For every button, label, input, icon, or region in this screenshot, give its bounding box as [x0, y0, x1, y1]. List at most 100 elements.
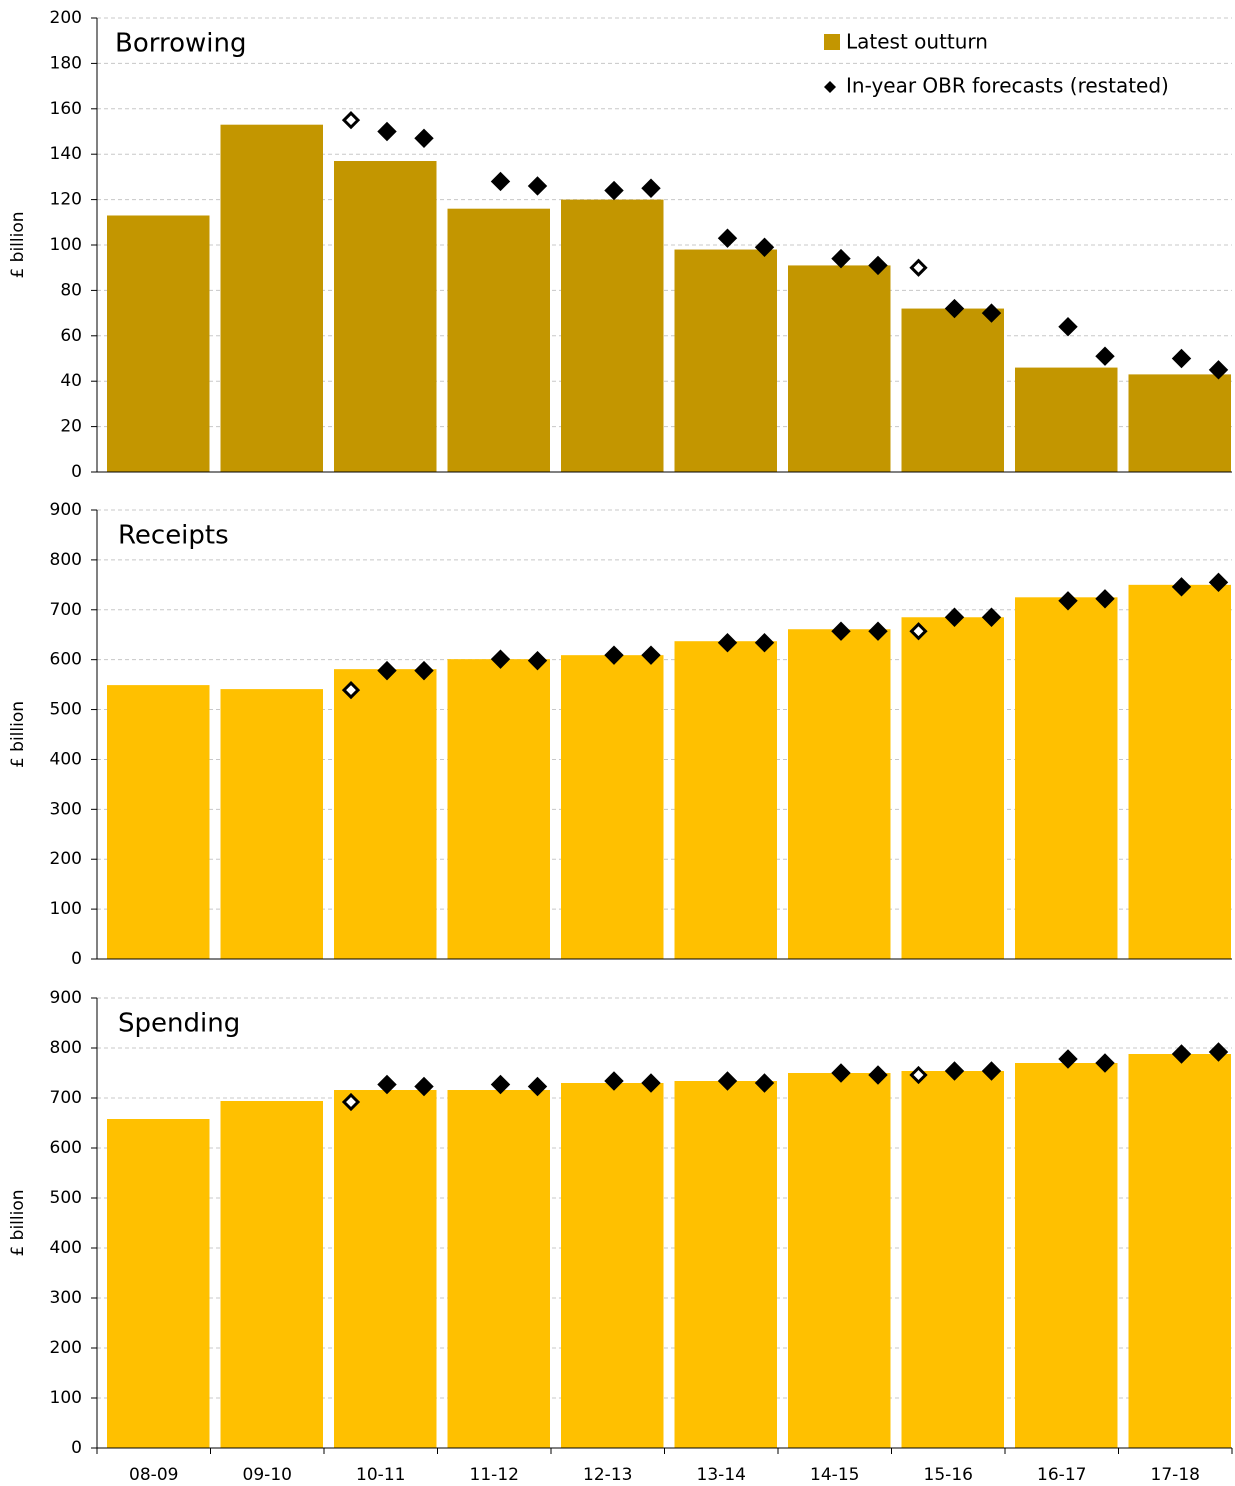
y-tick-label: 160: [50, 99, 82, 119]
bar: [901, 308, 1004, 472]
forecast-marker: [641, 1073, 661, 1093]
forecast-marker: [944, 298, 965, 319]
y-tick-label: 0: [71, 1438, 82, 1458]
x-tick-label: 11-12: [470, 1465, 519, 1485]
forecast-marker: [527, 1076, 548, 1097]
bar: [447, 659, 550, 959]
bar: [1015, 597, 1118, 959]
bar: [788, 1073, 891, 1448]
forecast-marker: [527, 176, 548, 196]
bar: [674, 249, 777, 472]
y-tick-label: 800: [50, 550, 82, 570]
bar: [1128, 1054, 1231, 1448]
y-tick-label: 400: [50, 1238, 82, 1258]
x-tick-label: 08-09: [129, 1465, 178, 1485]
forecast-marker: [490, 171, 511, 192]
panel-title: Receipts: [118, 521, 229, 551]
y-tick-label: 200: [50, 8, 82, 28]
forecast-marker: [754, 632, 775, 653]
y-tick-label: 0: [71, 949, 82, 969]
forecast-marker: [604, 1071, 624, 1091]
forecast-marker: [717, 228, 738, 248]
y-axis-label: £ billion: [8, 211, 28, 278]
y-tick-label: 700: [50, 600, 82, 620]
forecast-marker: [1208, 360, 1229, 380]
y-tick-label: 300: [50, 799, 82, 819]
x-tick-label: 16-17: [1037, 1465, 1086, 1485]
bar: [334, 161, 437, 472]
forecast-marker: [831, 621, 851, 641]
y-tick-label: 900: [50, 988, 82, 1008]
y-axis-label: £ billion: [8, 1189, 28, 1256]
x-tick-label: 15-16: [924, 1465, 973, 1485]
bar: [788, 629, 891, 959]
panel-title: Borrowing: [115, 29, 246, 59]
forecast-marker: [414, 128, 434, 149]
bar: [561, 1083, 664, 1448]
bar: [1128, 584, 1231, 959]
forecast-marker-open: [909, 1065, 928, 1085]
forecast-marker: [717, 1071, 738, 1091]
legend-label: Latest outturn: [846, 30, 988, 54]
forecast-marker: [868, 621, 888, 641]
bar: [334, 1090, 437, 1448]
bar: [220, 689, 323, 959]
forecast-marker: [831, 248, 851, 269]
bar: [107, 1119, 210, 1448]
forecast-marker: [944, 607, 965, 627]
bar: [107, 215, 210, 473]
forecast-marker: [717, 632, 738, 653]
forecast-marker: [868, 1065, 888, 1085]
forecast-marker: [1208, 572, 1229, 593]
y-tick-label: 80: [60, 280, 82, 300]
forecast-marker: [1095, 1053, 1115, 1073]
forecast-marker-open: [909, 258, 928, 277]
forecast-marker: [1171, 1044, 1192, 1064]
forecast-marker-open: [341, 111, 361, 130]
y-tick-label: 20: [60, 417, 82, 437]
forecast-marker: [377, 1074, 397, 1095]
x-tick-label: 12-13: [583, 1465, 632, 1485]
bar: [334, 669, 437, 959]
y-tick-label: 200: [50, 1338, 82, 1358]
x-tick-label: 17-18: [1151, 1465, 1200, 1485]
forecast-marker: [981, 607, 1002, 627]
y-tick-label: 800: [50, 1038, 82, 1058]
bar: [561, 655, 664, 959]
y-tick-label: 180: [50, 53, 82, 73]
forecast-marker: [1095, 589, 1115, 609]
x-tick-label: 10-11: [356, 1465, 405, 1485]
forecast-marker: [604, 645, 624, 665]
forecast-marker: [641, 178, 661, 198]
y-tick-label: 40: [60, 371, 82, 391]
y-tick-label: 140: [50, 144, 82, 164]
y-tick-label: 900: [50, 500, 82, 520]
forecast-marker: [754, 1073, 775, 1093]
bar: [1015, 367, 1118, 472]
y-tick-label: 200: [50, 849, 82, 869]
bar: [674, 1081, 777, 1448]
forecast-marker: [1058, 1049, 1078, 1069]
bar: [901, 617, 1004, 959]
forecast-marker: [414, 1076, 434, 1097]
x-tick-label: 13-14: [697, 1465, 746, 1485]
y-tick-label: 0: [71, 462, 82, 482]
bar: [1128, 374, 1231, 472]
forecast-marker: [868, 255, 888, 276]
forecast-marker: [527, 650, 548, 671]
forecast-marker: [1058, 317, 1078, 337]
x-tick-label: 09-10: [243, 1465, 292, 1485]
legend-label: In-year OBR forecasts (restated): [846, 74, 1169, 98]
bar: [561, 199, 664, 472]
y-axis-label: £ billion: [8, 701, 28, 768]
forecast-marker: [754, 237, 775, 257]
forecast-marker: [1058, 591, 1078, 611]
forecast-marker: [604, 180, 624, 201]
forecast-marker: [1095, 346, 1115, 366]
forecast-marker: [414, 660, 434, 681]
y-tick-label: 600: [50, 1138, 82, 1158]
forecast-marker: [831, 1063, 851, 1083]
bar: [107, 685, 210, 959]
